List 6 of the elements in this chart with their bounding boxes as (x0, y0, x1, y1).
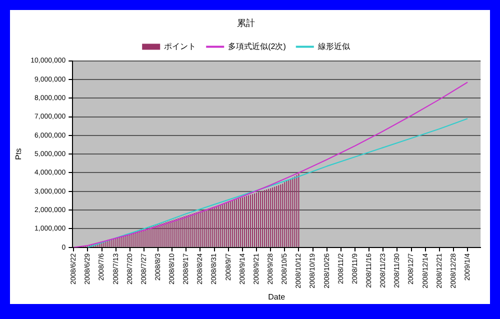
chart-title: 累計 (237, 18, 255, 28)
legend-label: ポイント (164, 42, 196, 52)
x-axis-title: Date (268, 292, 286, 302)
y-axis-title: Pts (14, 148, 24, 160)
legend-label: 線形近似 (316, 42, 351, 52)
legend-label: 多項式近似(2次) (228, 42, 286, 52)
